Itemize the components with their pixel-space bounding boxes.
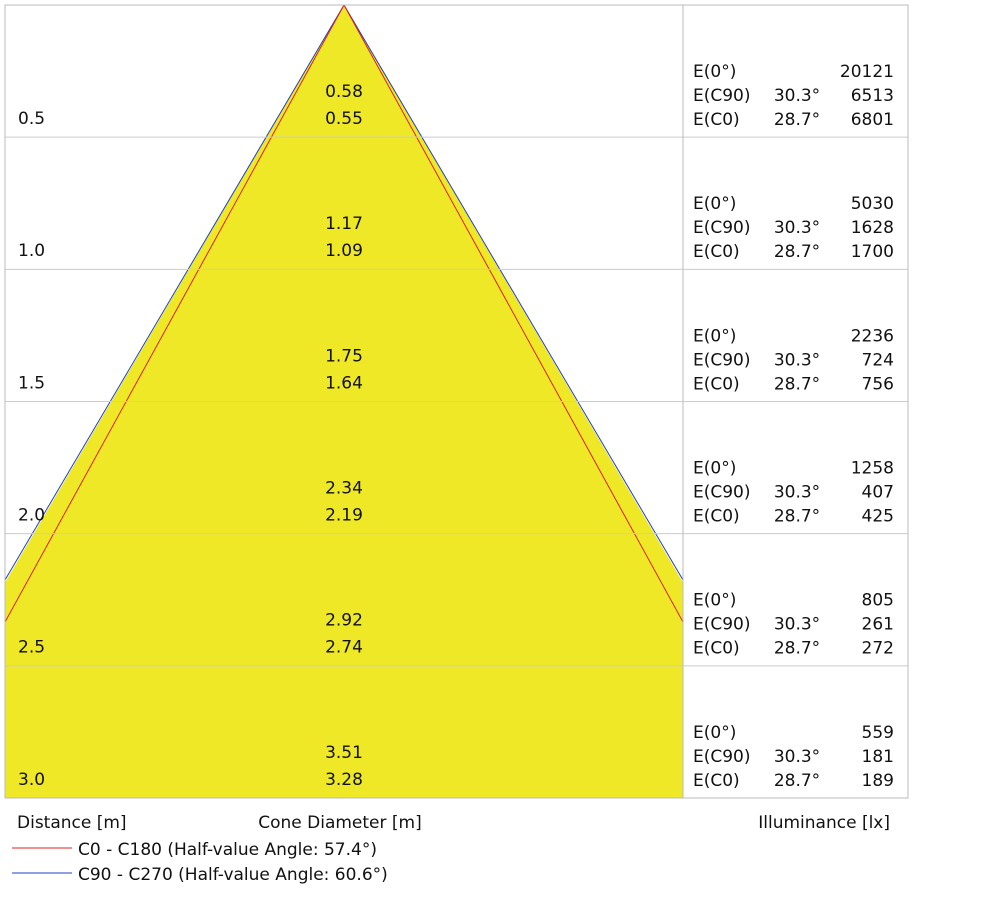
diameter-c90: 0.58 <box>325 82 363 102</box>
diameter-c0: 2.74 <box>325 638 363 658</box>
illuminance-label: E(C90) <box>693 483 751 503</box>
distance: 2.0 <box>18 506 45 526</box>
illuminance-value: 272 <box>862 639 894 659</box>
illuminance-label: E(C90) <box>693 747 751 767</box>
illuminance-value: 724 <box>862 350 894 370</box>
illuminance-label: E(C90) <box>693 86 751 106</box>
illuminance-label: E(C0) <box>693 507 740 527</box>
diameter-c0: 1.09 <box>325 241 363 261</box>
frame <box>4 4 909 799</box>
diameter-c90: 1.17 <box>325 214 363 234</box>
angle: 30.3° <box>774 483 820 503</box>
angle: 30.3° <box>774 615 820 635</box>
illuminance-value: 6801 <box>851 110 894 130</box>
footer-illuminance: Illuminance [lx] <box>758 813 890 833</box>
illuminance-value: 1628 <box>851 218 894 238</box>
footer-distance: Distance [m] <box>17 813 127 833</box>
angle: 28.7° <box>774 771 820 791</box>
illuminance-value: 1700 <box>851 242 894 262</box>
legend: C0 - C180 (Half-value Angle: 57.4°) C90 -… <box>12 840 388 885</box>
illuminance-value: 2236 <box>851 326 894 346</box>
angle: 28.7° <box>774 242 820 262</box>
angle: 28.7° <box>774 110 820 130</box>
illuminance-value: 20121 <box>840 62 894 82</box>
diameter-c90: 2.92 <box>325 611 363 631</box>
illuminance-value: 189 <box>862 771 894 791</box>
illuminance-label: E(C90) <box>693 218 751 238</box>
illuminance-label: E(C0) <box>693 639 740 659</box>
distance: 2.5 <box>18 638 45 658</box>
illuminance-value: 6513 <box>851 86 894 106</box>
cone-fill <box>5 5 683 690</box>
illuminance-label: E(0°) <box>693 194 736 214</box>
illuminance-label: E(C0) <box>693 771 740 791</box>
footer-diameter: Cone Diameter [m] <box>258 813 422 833</box>
angle: 30.3° <box>774 350 820 370</box>
c90-edge <box>5 5 345 581</box>
c0-edge <box>343 5 683 623</box>
diameter-c0: 2.19 <box>325 506 363 526</box>
illuminance-label: E(0°) <box>693 62 736 82</box>
illuminance-label: E(C0) <box>693 374 740 394</box>
c0-edge <box>5 5 345 623</box>
distance: 1.5 <box>18 373 45 393</box>
cone-fill-bottom <box>5 666 683 798</box>
diameter-c90: 1.75 <box>325 346 363 366</box>
diameter-c0: 1.64 <box>325 373 363 393</box>
legend-label: C0 - C180 (Half-value Angle: 57.4°) <box>78 840 377 860</box>
rows: 0.5 0.58 0.55 E(0°) 20121 E(C90) 30.3° 6513 E(C0… <box>5 62 908 791</box>
illuminance-label: E(C0) <box>693 242 740 262</box>
angle: 28.7° <box>774 507 820 527</box>
illuminance-value: 5030 <box>851 194 894 214</box>
diameter-c90: 3.51 <box>325 743 363 763</box>
illuminance-label: E(C90) <box>693 350 751 370</box>
distance: 1.0 <box>18 241 45 261</box>
angle: 30.3° <box>774 747 820 767</box>
illuminance-label: E(0°) <box>693 723 736 743</box>
angle: 28.7° <box>774 639 820 659</box>
illuminance-value: 425 <box>862 507 894 527</box>
distance: 3.0 <box>18 770 45 790</box>
illuminance-label: E(C90) <box>693 615 751 635</box>
distance: 0.5 <box>18 109 45 129</box>
illuminance-value: 1258 <box>851 459 894 479</box>
illuminance-value: 805 <box>862 591 894 611</box>
illuminance-value: 181 <box>862 747 894 767</box>
illuminance-value: 261 <box>862 615 894 635</box>
diameter-c90: 2.34 <box>325 479 363 499</box>
illuminance-label: E(0°) <box>693 326 736 346</box>
diameter-c0: 0.55 <box>325 109 363 129</box>
angle: 30.3° <box>774 86 820 106</box>
illuminance-label: E(C0) <box>693 110 740 130</box>
illuminance-value: 559 <box>862 723 894 743</box>
illuminance-value: 407 <box>862 483 894 503</box>
illuminance-label: E(0°) <box>693 591 736 611</box>
illuminance-label: E(0°) <box>693 459 736 479</box>
legend-label: C90 - C270 (Half-value Angle: 60.6°) <box>78 865 388 885</box>
angle: 30.3° <box>774 218 820 238</box>
c90-edge <box>343 5 683 581</box>
illuminance-value: 756 <box>862 374 894 394</box>
angle: 28.7° <box>774 374 820 394</box>
diameter-c0: 3.28 <box>325 770 363 790</box>
